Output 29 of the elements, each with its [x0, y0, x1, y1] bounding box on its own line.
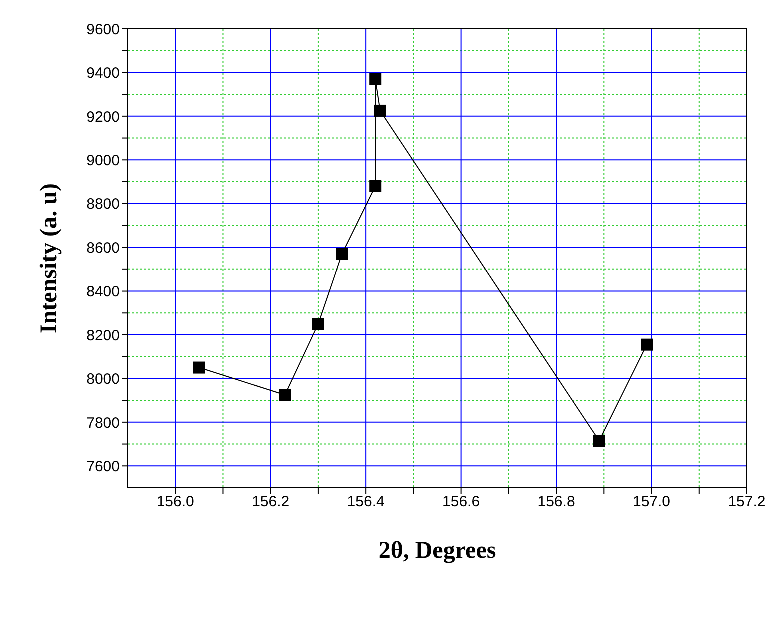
y-tick-label: 8200 — [86, 327, 120, 344]
x-tick-label: 156.2 — [252, 494, 290, 511]
point — [312, 318, 324, 330]
point — [641, 338, 654, 351]
y-tick-label: 8600 — [86, 240, 120, 257]
point — [593, 435, 606, 448]
point — [370, 180, 382, 192]
y-tick-label: 8400 — [86, 284, 120, 301]
point — [279, 389, 292, 402]
point — [336, 248, 348, 260]
y-tick-label: 8000 — [86, 371, 120, 388]
y-tick-label: 7800 — [86, 414, 120, 432]
x-tick-label: 156.8 — [538, 494, 576, 511]
x-tick-label: 157.2 — [728, 494, 766, 511]
x-axis-title: 2θ, Degrees — [378, 538, 496, 564]
y-tick-label: 9600 — [86, 21, 120, 38]
x-tick-label: 156.4 — [347, 494, 385, 511]
y-tick-label: 8800 — [86, 196, 120, 214]
y-tick-label: 9400 — [86, 65, 120, 82]
y-tick-label: 9200 — [86, 108, 120, 126]
x-tick-label: 157.0 — [632, 494, 671, 511]
point — [370, 73, 382, 86]
y-tick-label: 7600 — [86, 458, 120, 476]
y-tick-label: 9000 — [86, 152, 120, 170]
y-axis-title: Intensity (a. u) — [36, 183, 63, 334]
x-tick-label: 156.6 — [442, 494, 480, 511]
x-tick-label: 156.0 — [156, 494, 194, 511]
point — [193, 362, 206, 374]
point — [374, 104, 386, 117]
